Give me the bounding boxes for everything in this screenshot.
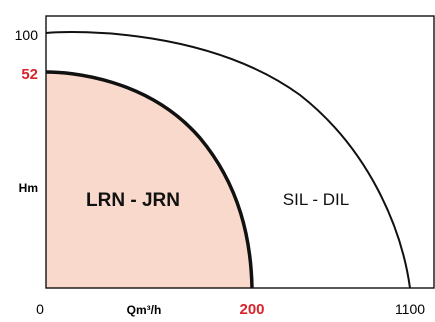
- x-tick-1100: 1100: [395, 301, 425, 317]
- y-axis-label: Hm: [19, 181, 38, 195]
- plot-frame: [45, 15, 435, 289]
- x-tick-0: 0: [36, 301, 44, 317]
- y-tick-52: 52: [21, 66, 38, 83]
- x-tick-200: 200: [239, 301, 264, 318]
- lrn-jrn-area: [46, 72, 252, 288]
- x-axis-label: Qm³/h: [127, 303, 162, 317]
- sil-dil-curve: [45, 31, 411, 289]
- y-tick-100: 100: [15, 27, 39, 43]
- lrn-jrn-curve: [45, 70, 254, 289]
- series-label-lrn-jrn: LRN - JRN: [86, 190, 180, 211]
- series-label-sil-dil: SIL - DIL: [283, 190, 349, 209]
